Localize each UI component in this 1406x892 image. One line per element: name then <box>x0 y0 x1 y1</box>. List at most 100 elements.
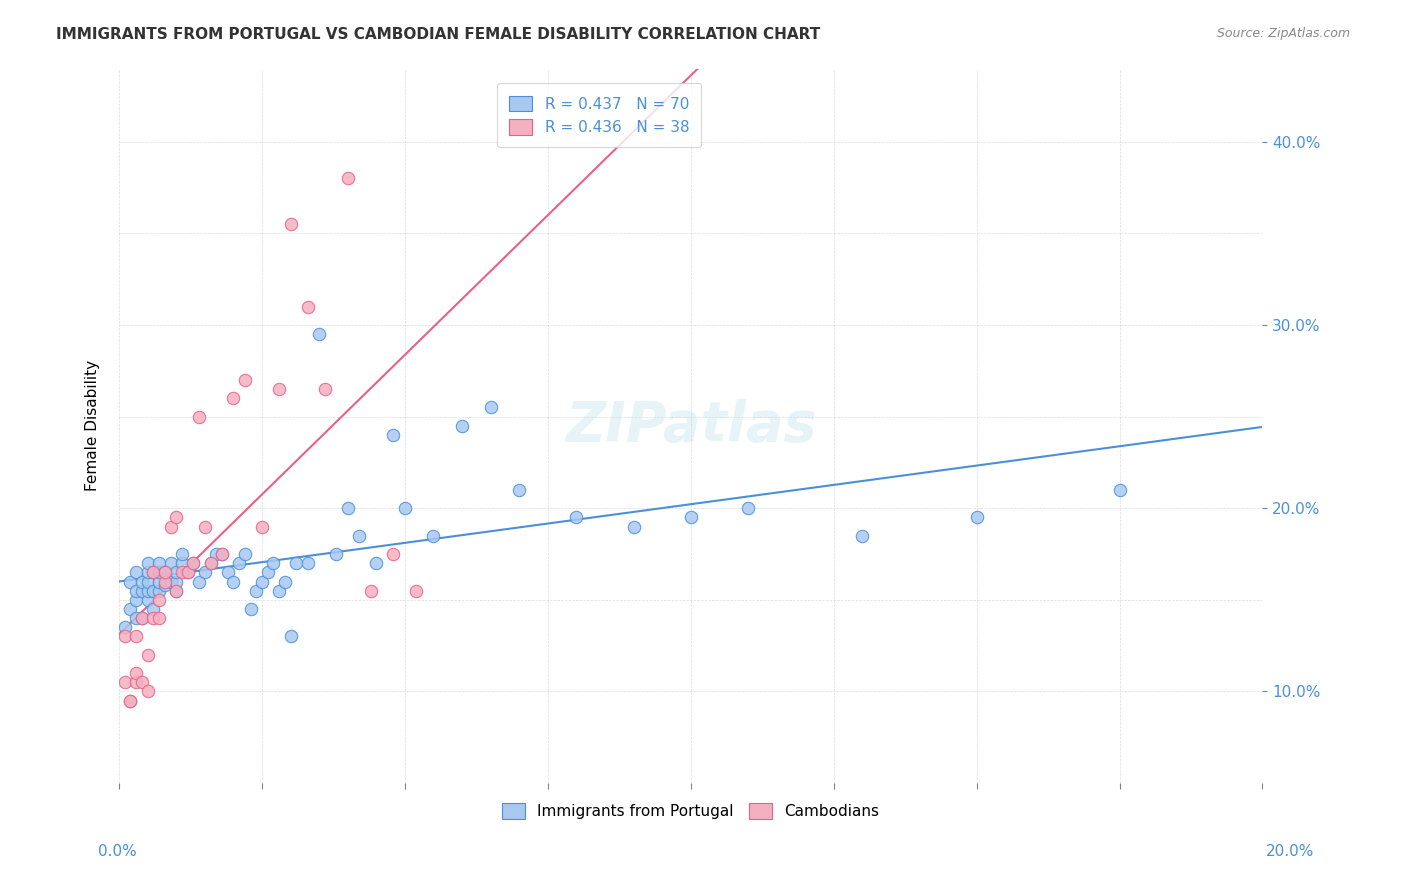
Text: 20.0%: 20.0% <box>1267 845 1315 859</box>
Point <box>262 556 284 570</box>
Point <box>336 171 359 186</box>
Point <box>233 547 256 561</box>
Point <box>114 675 136 690</box>
Point <box>136 574 159 589</box>
Point <box>347 529 370 543</box>
Point <box>308 327 330 342</box>
Point <box>325 547 347 561</box>
Point <box>148 566 170 580</box>
Point <box>148 556 170 570</box>
Point <box>211 547 233 561</box>
Point <box>131 583 153 598</box>
Point <box>239 602 262 616</box>
Point <box>250 519 273 533</box>
Point <box>250 574 273 589</box>
Point <box>159 519 181 533</box>
Point <box>125 611 148 625</box>
Point <box>188 409 211 424</box>
Point <box>125 666 148 681</box>
Point <box>382 547 405 561</box>
Point <box>451 418 474 433</box>
Point <box>1108 483 1130 497</box>
Point <box>159 556 181 570</box>
Point <box>142 566 165 580</box>
Point <box>125 630 148 644</box>
Point <box>183 556 205 570</box>
Point <box>131 675 153 690</box>
Text: IMMIGRANTS FROM PORTUGAL VS CAMBODIAN FEMALE DISABILITY CORRELATION CHART: IMMIGRANTS FROM PORTUGAL VS CAMBODIAN FE… <box>56 27 821 42</box>
Point <box>394 501 416 516</box>
Point <box>280 217 302 231</box>
Point <box>508 483 530 497</box>
Text: ZIPatlas: ZIPatlas <box>565 399 817 453</box>
Point <box>194 566 217 580</box>
Point <box>131 611 153 625</box>
Point <box>125 583 148 598</box>
Point <box>165 566 187 580</box>
Point <box>360 583 382 598</box>
Point <box>170 547 193 561</box>
Point <box>165 510 187 524</box>
Text: Source: ZipAtlas.com: Source: ZipAtlas.com <box>1216 27 1350 40</box>
Point <box>233 373 256 387</box>
Point <box>269 382 291 396</box>
Point <box>200 556 222 570</box>
Point <box>159 574 181 589</box>
Point <box>153 566 176 580</box>
Y-axis label: Female Disability: Female Disability <box>86 360 100 491</box>
Point <box>245 583 267 598</box>
Point <box>211 547 233 561</box>
Point <box>131 574 153 589</box>
Point <box>297 300 319 314</box>
Point <box>136 648 159 662</box>
Point <box>120 574 142 589</box>
Point <box>269 583 291 598</box>
Point <box>966 510 988 524</box>
Point <box>405 583 427 598</box>
Point <box>382 428 405 442</box>
Point <box>183 556 205 570</box>
Point <box>851 529 873 543</box>
Point <box>136 556 159 570</box>
Point <box>623 519 645 533</box>
Point <box>274 574 297 589</box>
Point <box>120 602 142 616</box>
Point <box>188 574 211 589</box>
Point <box>142 611 165 625</box>
Point <box>222 574 245 589</box>
Point <box>366 556 388 570</box>
Point <box>120 693 142 707</box>
Point <box>125 592 148 607</box>
Point <box>165 574 187 589</box>
Point <box>217 566 239 580</box>
Point <box>148 583 170 598</box>
Point <box>148 574 170 589</box>
Point <box>148 592 170 607</box>
Point <box>114 630 136 644</box>
Point <box>314 382 336 396</box>
Point <box>256 566 278 580</box>
Point <box>120 693 142 707</box>
Text: 0.0%: 0.0% <box>98 845 138 859</box>
Point <box>170 566 193 580</box>
Point <box>136 566 159 580</box>
Point <box>153 574 176 589</box>
Point <box>125 675 148 690</box>
Point <box>285 556 308 570</box>
Point <box>205 547 228 561</box>
Point <box>176 566 198 580</box>
Point <box>200 556 222 570</box>
Point <box>170 556 193 570</box>
Point <box>176 566 198 580</box>
Point <box>136 592 159 607</box>
Point <box>136 684 159 698</box>
Point <box>565 510 588 524</box>
Point <box>142 566 165 580</box>
Point <box>280 630 302 644</box>
Point <box>336 501 359 516</box>
Point <box>165 583 187 598</box>
Legend: Immigrants from Portugal, Cambodians: Immigrants from Portugal, Cambodians <box>496 797 886 825</box>
Point <box>148 611 170 625</box>
Point <box>422 529 444 543</box>
Point <box>165 583 187 598</box>
